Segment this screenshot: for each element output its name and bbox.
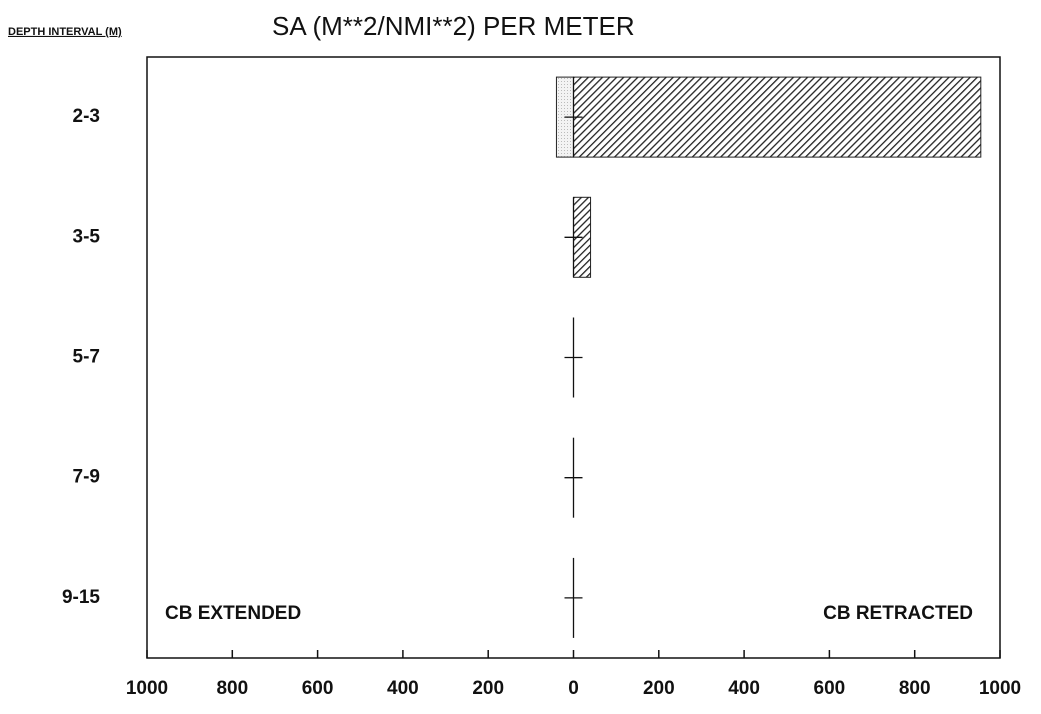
y-tick-label: 7-9: [73, 467, 100, 488]
x-tick-label: 400: [387, 678, 419, 699]
x-tick-label: 1000: [126, 678, 168, 699]
y-tick-label: 3-5: [73, 226, 101, 247]
x-tick-label: 1000: [979, 678, 1021, 699]
x-tick-label: 200: [472, 678, 504, 699]
y-axis-label: DEPTH INTERVAL (M): [8, 26, 122, 38]
legend-label: CB RETRACTED: [823, 603, 973, 624]
x-tick-label: 200: [643, 678, 675, 699]
bar: [573, 76, 982, 158]
legend-label: CB EXTENDED: [165, 603, 301, 624]
x-tick-label: 400: [728, 678, 760, 699]
x-tick-label: 0: [568, 678, 579, 699]
y-tick-label: 5-7: [73, 347, 100, 368]
chart-title: SA (M**2/NMI**2) PER METER: [272, 11, 635, 41]
x-tick-label: 800: [216, 678, 248, 699]
y-tick-label: 2-3: [73, 106, 100, 127]
x-tick-label: 600: [814, 678, 846, 699]
x-tick-label: 600: [302, 678, 334, 699]
x-tick-label: 800: [899, 678, 931, 699]
y-tick-label: 9-15: [62, 587, 100, 608]
